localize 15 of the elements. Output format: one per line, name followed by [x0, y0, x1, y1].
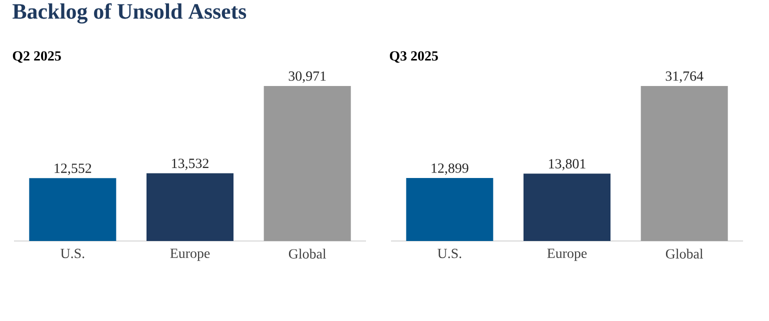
data-label: 12,552: [54, 164, 92, 175]
data-label: 13,801: [549, 159, 586, 170]
x-tick-label: Europe: [170, 248, 210, 261]
x-tick-label: U.S.: [60, 248, 84, 258]
data-label: 30,971: [288, 71, 326, 83]
data-label: 31,764: [666, 71, 704, 83]
x-tick-label: U.S.: [438, 248, 462, 258]
chart-subtitle: Q2 2025: [12, 51, 61, 63]
chart-title: Backlog of Unsold Assets: [12, 3, 246, 24]
x-tick-label: Global: [288, 248, 326, 259]
data-label: 13,532: [172, 158, 208, 170]
x-tick-label: Europe: [547, 248, 587, 261]
data-label: 12,899: [432, 163, 468, 175]
chart-subtitle: Q3 2025: [390, 51, 438, 63]
x-tick-label: Global: [666, 248, 704, 259]
